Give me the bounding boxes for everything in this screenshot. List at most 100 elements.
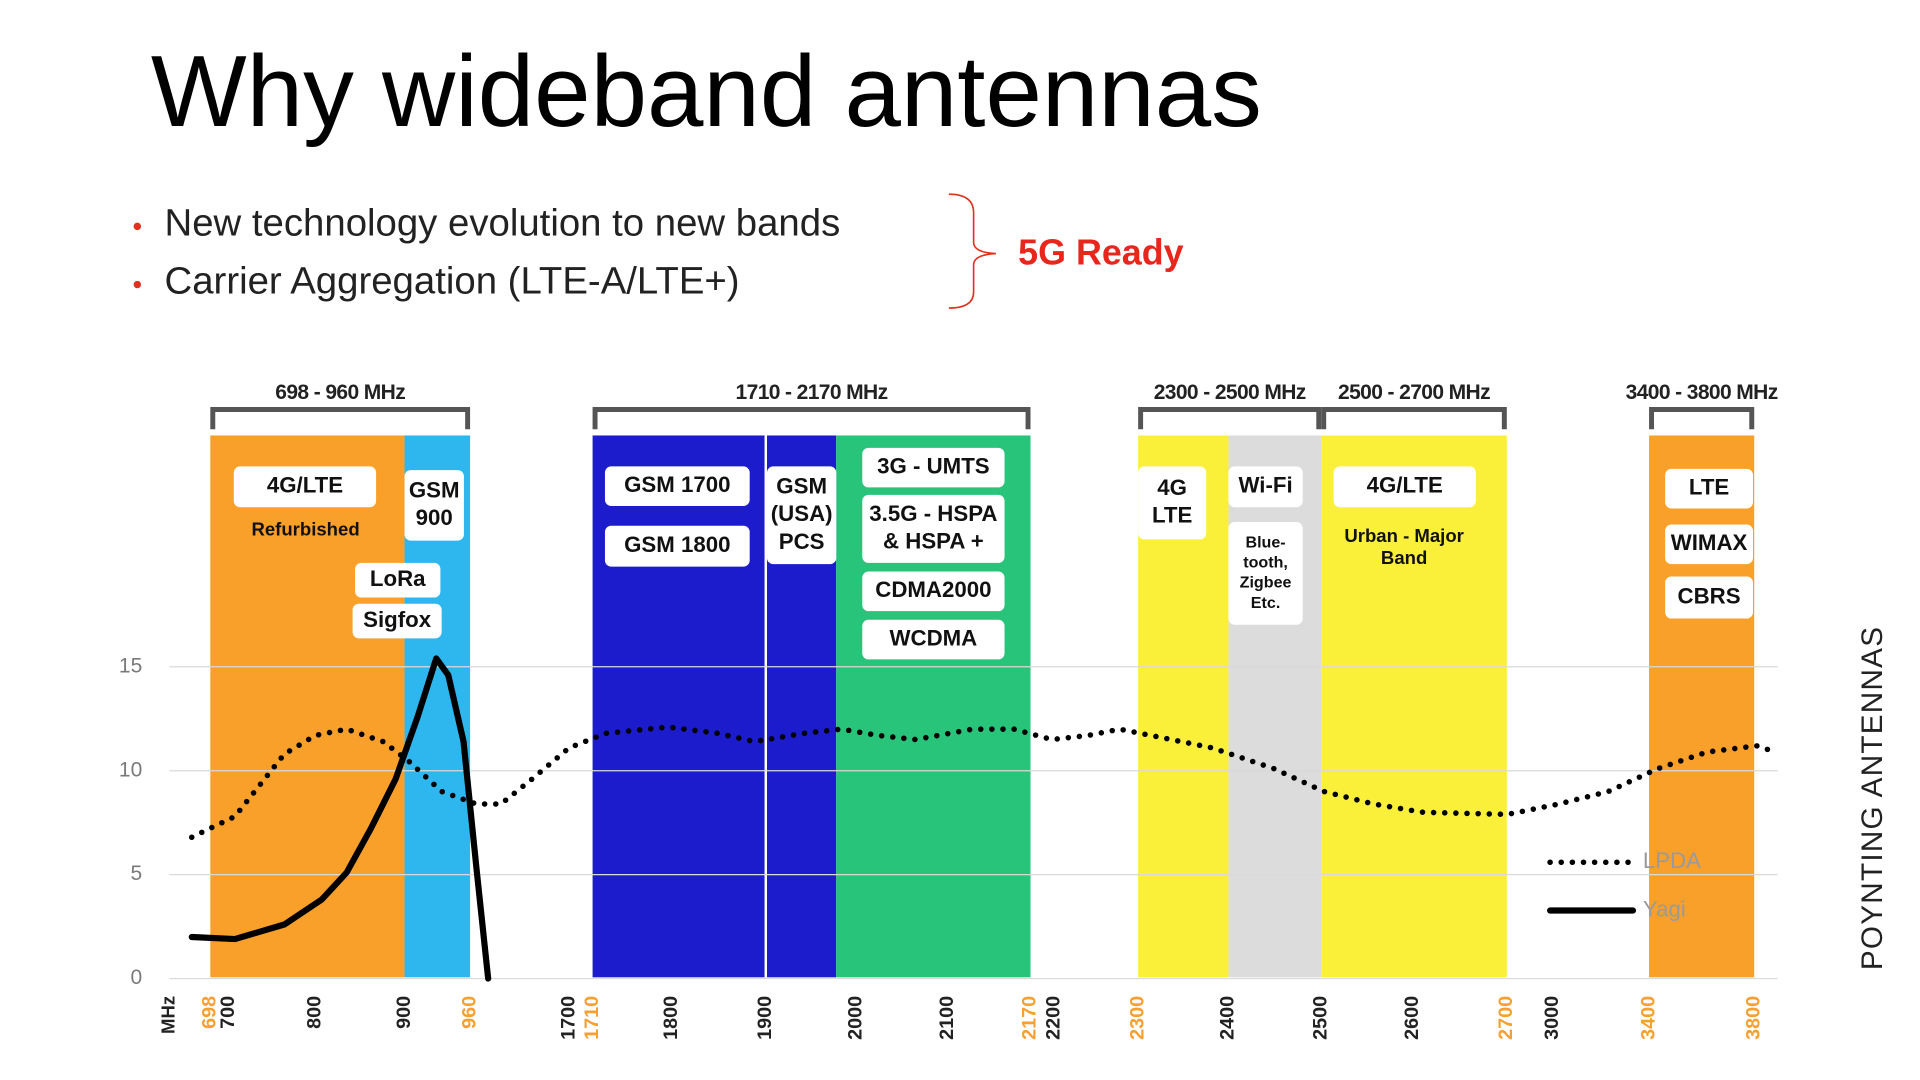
band-label-box [862,619,1005,660]
band-label-box [355,562,441,598]
x-tick-label: 3000 [1541,996,1563,1040]
band-label: (USA) [771,501,833,526]
band-label: WIMAX [1671,530,1748,555]
band-label: GSM [776,473,827,498]
x-axis-label: MHz [157,996,178,1034]
band-label-box [1665,468,1753,509]
brace [948,193,996,309]
band [592,435,766,978]
y-tick-label: 15 [119,654,142,677]
callout: 5G Ready [1018,232,1183,272]
band-label: Wi-Fi [1238,473,1292,498]
x-tick-label: 2500 [1309,996,1331,1040]
x-tick-label: 900 [393,996,415,1029]
band-label: GSM 1800 [624,532,730,557]
band-label: 900 [416,505,453,530]
band-label: 3.5G - HSPA [869,501,997,526]
band-label-box [404,470,464,541]
band-label-box [862,571,1005,612]
band [1321,435,1507,978]
x-tick-label: 2300 [1126,996,1148,1040]
x-tick-label: 698 [199,996,221,1029]
band-label: 4G [1157,475,1187,500]
x-tick-label: 3800 [1742,996,1764,1040]
bracket [1649,407,1755,430]
band-label-box [352,603,442,639]
x-tick-label: 1900 [754,996,776,1040]
band-label: 4G/LTE [1367,473,1443,498]
band-label: GSM [409,477,460,502]
y-tick-label: 0 [131,966,143,989]
bracket-label: 2500 - 2700 MHz [1338,381,1490,404]
bracket-label: 698 - 960 MHz [275,381,405,404]
bracket-label: 1710 - 2170 MHz [736,381,888,404]
band-label: 4G/LTE [267,473,343,498]
x-tick-label: 700 [217,996,239,1029]
band-label-box [1228,522,1303,625]
x-tick-label: 2700 [1495,996,1517,1040]
band-label-box [862,494,1005,563]
band-label: CBRS [1678,583,1741,608]
series-line [188,655,492,982]
bullet-text: Carrier Aggregation (LTE-A/LTE+) [165,259,740,302]
band-label-box [862,447,1005,488]
x-tick-label: 1710 [581,996,603,1040]
x-tick-label: 2000 [844,996,866,1040]
band-label: Sigfox [363,607,432,632]
band-note: Urban - Major [1344,525,1464,546]
band-label: & HSPA + [883,529,984,554]
x-tick-label: 2400 [1217,996,1239,1040]
bracket-label: 3400 - 3800 MHz [1626,381,1778,404]
band-label-box [767,466,837,565]
side-label: POYNTING ANTENNAS [1856,626,1889,970]
band-label: Blue- [1245,533,1285,551]
band-label: WCDMA [890,625,978,650]
x-tick-label: 1700 [557,996,579,1040]
bullet-dot [133,222,142,231]
band-label-box [1228,466,1303,508]
band-label: CDMA2000 [875,577,991,602]
band [1228,435,1322,978]
band [210,435,405,978]
bracket [1138,407,1322,430]
slide-title: Why wideband antennas [151,35,1262,148]
band-label: GSM 1700 [624,472,730,497]
bullet-dot [133,280,142,289]
band-label: Zigbee [1240,574,1292,592]
band-label: 3G - UMTS [877,454,990,479]
x-tick-label: 800 [304,996,326,1029]
band-label-box [604,525,750,567]
bracket [1321,407,1507,430]
x-tick-label: 2600 [1401,996,1423,1040]
x-tick-label: 2100 [936,996,958,1040]
x-tick-label: 1800 [660,996,682,1040]
legend-label: Yagi [1643,896,1686,921]
band-label: tooth, [1243,554,1288,572]
x-tick-label: 960 [458,996,480,1029]
band-label: LTE [1689,475,1729,500]
legend-label: LPDA [1643,848,1701,873]
x-tick-label: 3400 [1637,996,1659,1040]
bullet-text: New technology evolution to new bands [165,201,841,244]
band-label-box [1138,466,1207,540]
band-note: Refurbished [251,519,359,540]
bracket [210,407,471,430]
band-label-box [1333,466,1476,508]
bracket-label: 2300 - 2500 MHz [1154,381,1306,404]
band-label: LoRa [370,566,426,591]
band-label: Etc. [1251,594,1281,612]
band-label-box [1665,524,1753,565]
x-tick-label: 2200 [1042,996,1064,1040]
y-tick-label: 10 [119,758,142,781]
band-label-box [604,466,750,506]
chart: 4G/LTE LoRa Sigfox Refurbished GSM 900 GSM 170… [119,381,1778,1040]
band-label-box [1665,576,1753,619]
band-label: PCS [779,529,825,554]
band-label: LTE [1152,503,1192,528]
bracket [592,407,1031,430]
band-label-box [233,466,377,508]
band-note: Band [1381,547,1427,568]
y-tick-label: 5 [131,862,143,885]
